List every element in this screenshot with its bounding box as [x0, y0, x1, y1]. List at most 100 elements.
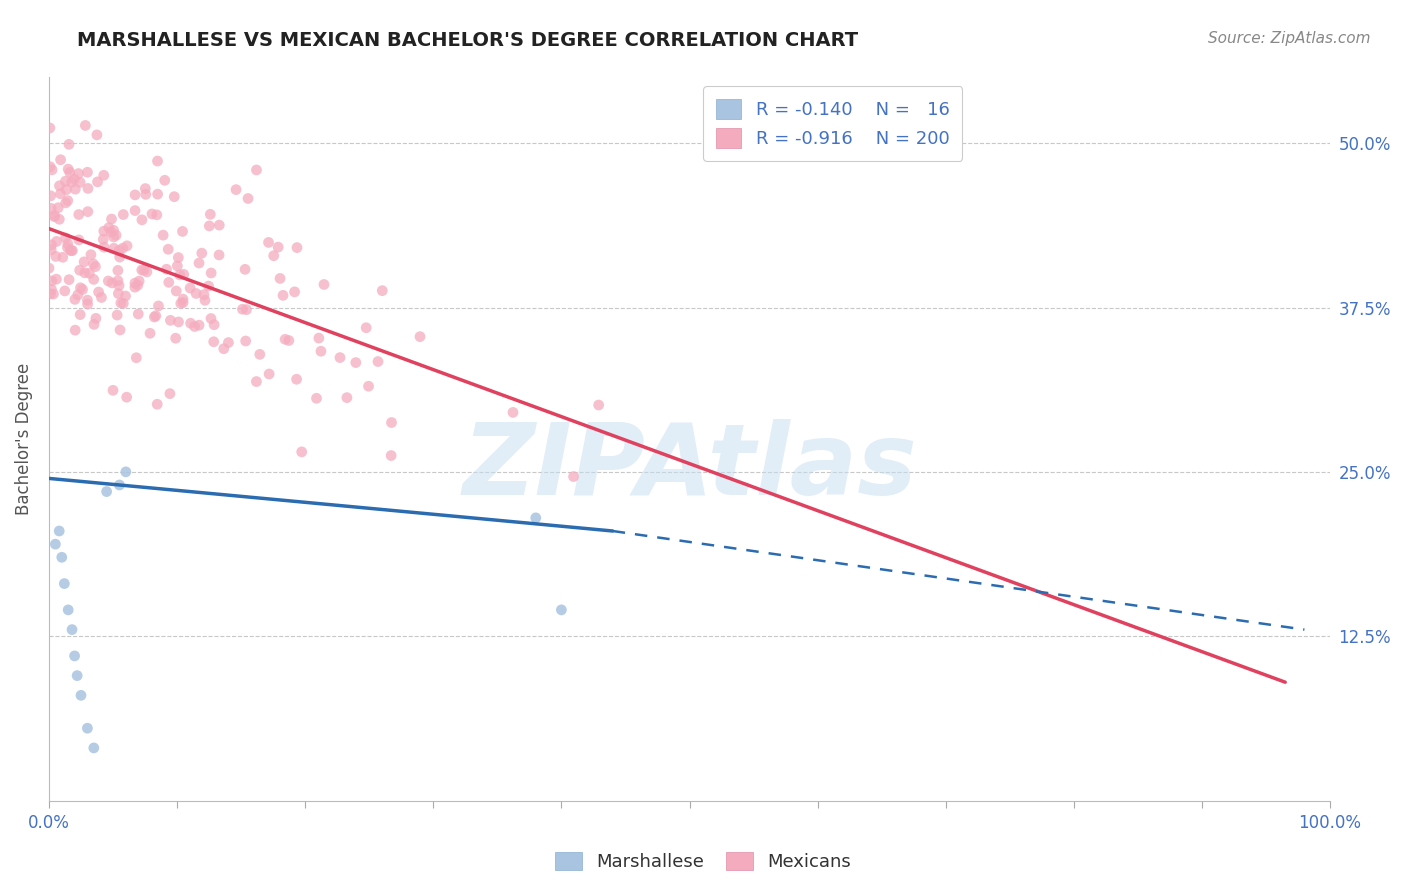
Point: [49, 153, 72, 167]
Point: [101, 384, 124, 398]
Point: [39, 286, 62, 301]
Point: [284, 285, 307, 299]
Point: [38, 261, 60, 276]
Point: [90, 291, 112, 305]
Point: [73, 266, 96, 280]
Point: [135, 187, 157, 202]
Point: [107, 286, 129, 301]
Point: [55, 195, 77, 210]
Point: [82, 257, 104, 271]
Point: [159, 386, 181, 401]
Point: [86, 175, 108, 189]
Point: [52, 250, 75, 264]
Point: [159, 313, 181, 327]
Point: [141, 207, 163, 221]
Point: [193, 287, 215, 301]
Point: [69, 263, 91, 277]
Point: [60, 244, 83, 258]
Point: [202, 318, 225, 332]
Point: [200, 266, 222, 280]
Point: [63, 648, 86, 663]
Point: [83, 740, 105, 755]
Point: [291, 445, 314, 459]
Point: [103, 230, 125, 244]
Point: [83, 318, 105, 332]
Point: [191, 246, 214, 260]
Point: [41, 274, 63, 288]
Point: [148, 299, 170, 313]
Point: [108, 478, 131, 492]
Point: [135, 265, 157, 279]
Point: [380, 416, 402, 430]
Point: [77, 181, 100, 195]
Point: [48, 212, 70, 227]
Point: [44, 210, 66, 224]
Point: [305, 391, 328, 405]
Point: [235, 334, 257, 348]
Point: [39, 189, 62, 203]
Point: [562, 469, 585, 483]
Y-axis label: Bachelor's Degree: Bachelor's Degree: [15, 363, 32, 515]
Point: [183, 319, 205, 334]
Point: [112, 208, 135, 222]
Point: [277, 334, 299, 348]
Legend: R = -0.140    N =   16, R = -0.916    N = 200: R = -0.140 N = 16, R = -0.916 N = 200: [703, 87, 962, 161]
Point: [143, 310, 166, 324]
Point: [200, 207, 222, 221]
Point: [233, 262, 256, 277]
Point: [48, 524, 70, 538]
Point: [62, 244, 84, 258]
Point: [131, 212, 153, 227]
Point: [56, 603, 79, 617]
Point: [44, 209, 66, 223]
Point: [66, 288, 89, 302]
Point: [124, 203, 146, 218]
Point: [312, 277, 335, 292]
Point: [180, 316, 202, 330]
Point: [105, 228, 128, 243]
Point: [172, 292, 194, 306]
Point: [217, 335, 239, 350]
Point: [70, 689, 93, 703]
Point: [173, 268, 195, 282]
Point: [263, 249, 285, 263]
Point: [285, 372, 308, 386]
Point: [172, 224, 194, 238]
Point: [146, 187, 169, 202]
Point: [53, 576, 76, 591]
Point: [202, 334, 225, 349]
Point: [127, 278, 149, 293]
Point: [267, 240, 290, 254]
Point: [112, 296, 135, 310]
Point: [76, 297, 98, 311]
Point: [132, 263, 155, 277]
Point: [93, 240, 115, 254]
Point: [72, 283, 94, 297]
Point: [329, 351, 352, 365]
Point: [502, 405, 524, 419]
Point: [124, 276, 146, 290]
Point: [86, 128, 108, 142]
Point: [344, 355, 367, 369]
Point: [236, 192, 259, 206]
Point: [59, 243, 82, 257]
Point: [49, 186, 72, 201]
Point: [38, 120, 60, 135]
Point: [83, 272, 105, 286]
Point: [380, 449, 402, 463]
Point: [165, 284, 187, 298]
Point: [257, 367, 280, 381]
Point: [91, 232, 114, 246]
Point: [39, 243, 62, 257]
Text: ZIPAtlas: ZIPAtlas: [463, 419, 917, 516]
Point: [60, 175, 83, 189]
Point: [208, 218, 231, 232]
Point: [84, 311, 107, 326]
Point: [194, 293, 217, 308]
Point: [76, 293, 98, 308]
Point: [66, 668, 89, 682]
Point: [245, 163, 267, 178]
Point: [197, 279, 219, 293]
Point: [134, 181, 156, 195]
Point: [76, 165, 98, 179]
